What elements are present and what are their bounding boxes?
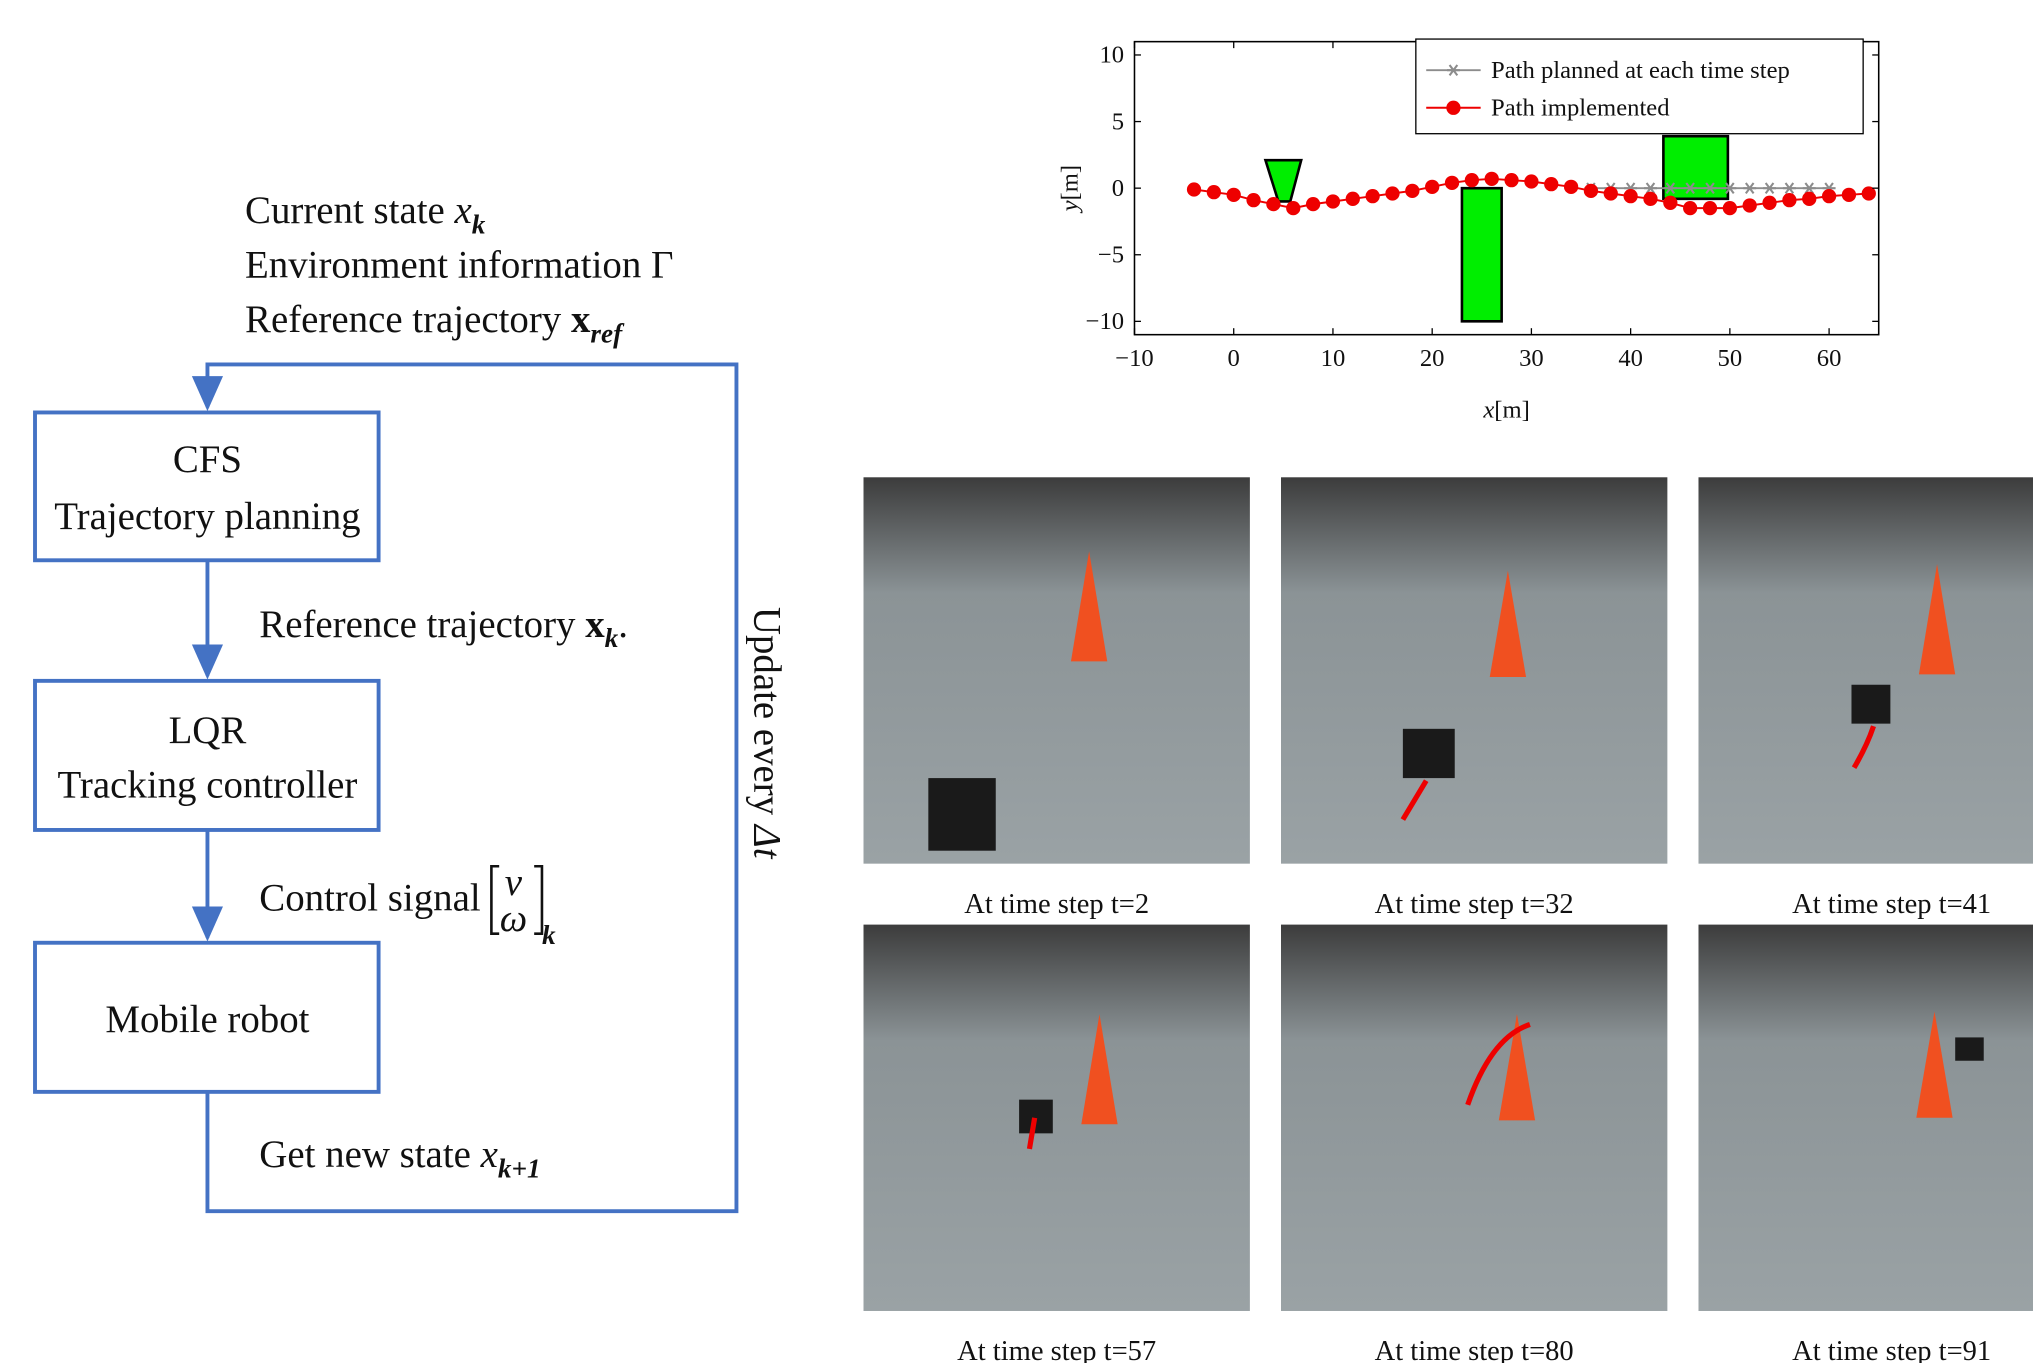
marker — [1286, 201, 1300, 215]
input: Current state xk — [245, 189, 486, 239]
obstacle — [1663, 136, 1727, 199]
caption: At time step t=91 — [1792, 1336, 1991, 1363]
marker — [1604, 186, 1618, 200]
figure: Current state xk Environment information… — [0, 0, 2033, 1363]
photo — [864, 925, 1250, 1311]
photo — [1698, 925, 2033, 1311]
obstacle — [1462, 188, 1502, 321]
marker — [1564, 180, 1578, 194]
x-axis-label: x[m] — [1482, 397, 1530, 424]
marker — [1703, 201, 1717, 215]
marker — [1783, 183, 1796, 193]
marker — [1802, 192, 1816, 206]
marker — [1524, 174, 1538, 188]
edge-label: Control signal — [259, 876, 481, 919]
x-tick-label: 30 — [1519, 345, 1544, 372]
marker — [1425, 180, 1439, 194]
caption: At time step t=80 — [1375, 1336, 1574, 1363]
marker — [1446, 101, 1460, 115]
marker — [1306, 197, 1320, 211]
caption: At time step t=41 — [1792, 889, 1991, 920]
marker — [1385, 186, 1399, 200]
marker — [1405, 184, 1419, 198]
caption: At time step t=2 — [964, 889, 1149, 920]
x-axis-label-var: x — [1482, 397, 1494, 424]
marker — [1207, 185, 1221, 199]
x-tick-label: 60 — [1817, 345, 1842, 372]
y-axis-label: y[m] — [1056, 165, 1083, 215]
x-tick-label: 50 — [1718, 345, 1743, 372]
y-tick-label: −10 — [1086, 308, 1125, 335]
marker — [1227, 188, 1241, 202]
x-tick-label: 0 — [1228, 345, 1240, 372]
marker — [1326, 194, 1340, 208]
y-tick-label: 0 — [1112, 175, 1124, 202]
marker — [1346, 192, 1360, 206]
edge-label: Get new state xk+1 — [259, 1133, 540, 1183]
marker — [1584, 184, 1598, 198]
node-label: Trajectory planning — [54, 495, 360, 538]
marker — [1544, 177, 1558, 191]
marker — [1366, 189, 1380, 203]
node-label: Mobile robot — [105, 998, 309, 1041]
legend-label: Path planned at each time step — [1491, 57, 1790, 84]
caption: At time step t=32 — [1375, 889, 1574, 920]
x-tick-label: −10 — [1115, 345, 1154, 372]
obstacle — [1265, 160, 1301, 201]
marker — [1762, 196, 1776, 210]
marker — [1246, 193, 1260, 207]
photo — [864, 477, 1250, 863]
input: Environment information Γ — [245, 244, 673, 287]
marker — [1743, 198, 1757, 212]
marker — [1643, 192, 1657, 206]
loop-label: Update every Δt — [746, 607, 789, 860]
input: Reference trajectory xref — [245, 298, 625, 348]
marker — [1822, 189, 1836, 203]
marker — [1445, 176, 1459, 190]
marker — [1485, 172, 1499, 186]
marker — [1743, 183, 1756, 193]
matrix-sub: k — [542, 920, 556, 950]
edge-label: Reference trajectory xk. — [259, 603, 628, 653]
marker — [1504, 173, 1518, 187]
marker — [1624, 189, 1638, 203]
marker — [1187, 182, 1201, 196]
y-axis-label-var: y — [1056, 200, 1083, 214]
diagram-text: Current state xk Environment information… — [54, 189, 788, 1183]
matrix-entry: ω — [500, 897, 527, 940]
page: Current state xk Environment information… — [0, 0, 2033, 1363]
node-label: Tracking controller — [58, 764, 358, 807]
photo — [1281, 477, 1667, 863]
node-label: CFS — [173, 438, 242, 481]
box — [35, 681, 379, 830]
x-tick-label: 20 — [1420, 345, 1445, 372]
marker — [1842, 188, 1856, 202]
x-tick-label: 40 — [1618, 345, 1643, 372]
marker — [1763, 183, 1776, 193]
photo — [1698, 477, 2033, 863]
x-tick-label: 10 — [1321, 345, 1346, 372]
marker — [1683, 201, 1697, 215]
marker — [1266, 197, 1280, 211]
y-tick-label: 10 — [1099, 42, 1124, 69]
y-tick-label: 5 — [1112, 108, 1124, 135]
marker — [1723, 201, 1737, 215]
marker — [1465, 173, 1479, 187]
caption: At time step t=57 — [957, 1336, 1156, 1363]
x-axis-label-unit: [m] — [1494, 397, 1530, 424]
legend-label: Path implemented — [1491, 95, 1670, 122]
marker — [1663, 196, 1677, 210]
y-axis-label-unit: [m] — [1056, 165, 1083, 201]
y-tick-label: −5 — [1098, 242, 1124, 269]
photo — [1281, 925, 1667, 1311]
node-label: LQR — [169, 709, 247, 752]
marker — [1782, 193, 1796, 207]
